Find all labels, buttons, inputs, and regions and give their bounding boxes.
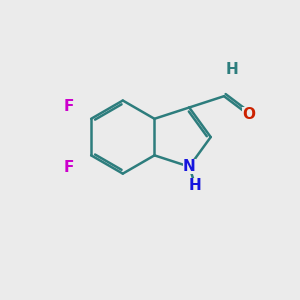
Text: F: F [64, 99, 74, 114]
Text: N: N [183, 159, 196, 174]
Text: H: H [189, 178, 202, 194]
Text: F: F [64, 160, 74, 175]
Text: H: H [226, 62, 238, 77]
Text: O: O [242, 107, 255, 122]
